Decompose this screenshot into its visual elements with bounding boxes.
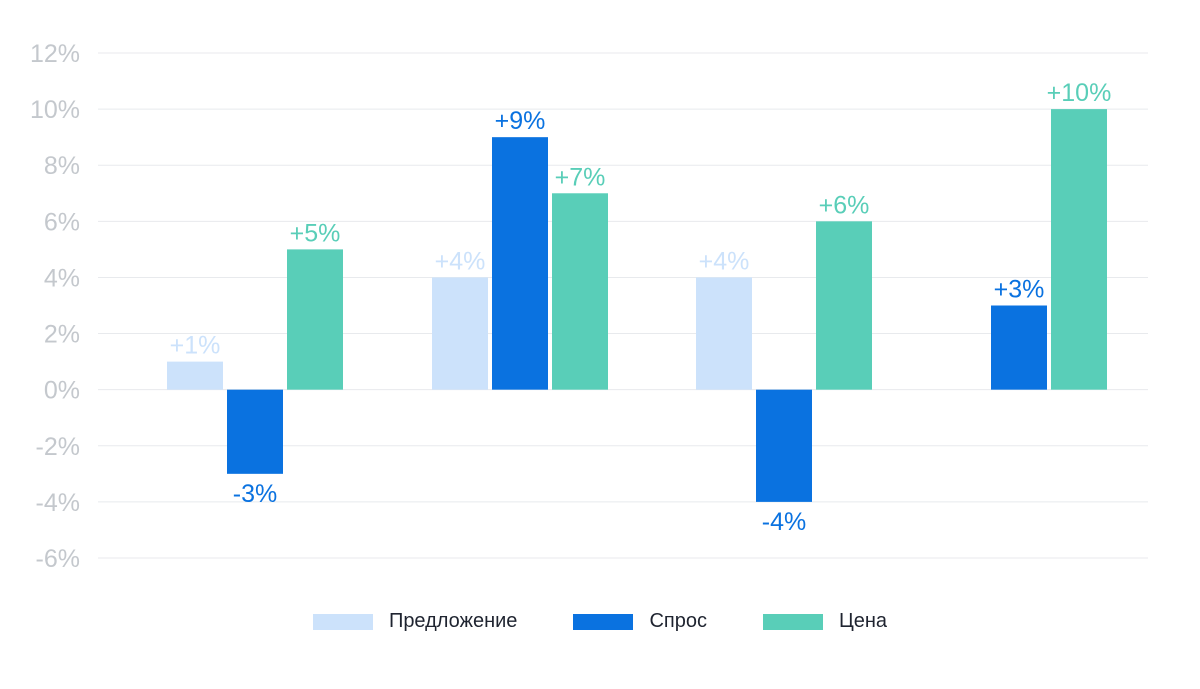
y-tick-label: -4%: [36, 489, 80, 517]
legend-swatch-demand: [573, 613, 634, 630]
y-tick-label: 4%: [44, 264, 80, 292]
data-label: +7%: [555, 163, 606, 191]
bar: [696, 277, 752, 390]
data-label: +1%: [170, 332, 221, 360]
bar: [492, 137, 548, 390]
y-tick-label: 6%: [44, 208, 80, 236]
legend-swatch-price: [762, 613, 823, 630]
bar: [287, 249, 343, 390]
data-label: +4%: [699, 247, 750, 275]
y-tick-label: -2%: [36, 433, 80, 461]
data-label: +4%: [435, 247, 486, 275]
legend-item-supply: Предложение: [312, 610, 518, 633]
legend-label-price: Цена: [838, 610, 888, 632]
y-tick-label: 8%: [44, 152, 80, 180]
legend-item-price: Цена: [762, 610, 888, 633]
bar: [1051, 109, 1107, 390]
legend-label-demand: Спрос: [649, 610, 707, 632]
bar: [991, 305, 1047, 390]
data-label: -4%: [762, 508, 806, 536]
bar: [167, 361, 223, 390]
bar: [552, 193, 608, 390]
bar: [756, 389, 812, 502]
bar: [227, 389, 283, 474]
data-label: -3%: [233, 480, 277, 508]
y-tick-label: 0%: [44, 377, 80, 405]
data-label: +6%: [819, 191, 870, 219]
data-label: +5%: [290, 219, 341, 247]
data-label: +9%: [495, 107, 546, 135]
legend-item-demand: Спрос: [573, 610, 707, 633]
y-tick-label: 2%: [44, 321, 80, 349]
legend-label-supply: Предложение: [388, 610, 518, 632]
legend: Предложение Спрос Цена: [0, 610, 1200, 633]
y-tick-label: 10%: [30, 96, 80, 124]
legend-swatch-supply: [312, 613, 373, 630]
bar: [432, 277, 488, 390]
data-label: +10%: [1047, 79, 1112, 107]
bar: [816, 221, 872, 390]
y-tick-label: -6%: [36, 545, 80, 573]
y-tick-label: 12%: [30, 40, 80, 68]
bar-chart: 12% 10% 8% 6% 4% 2% 0% -2% -4% -6% +1% +4% +4% -3% +9%…: [30, 40, 1148, 573]
data-label: +3%: [994, 276, 1045, 304]
